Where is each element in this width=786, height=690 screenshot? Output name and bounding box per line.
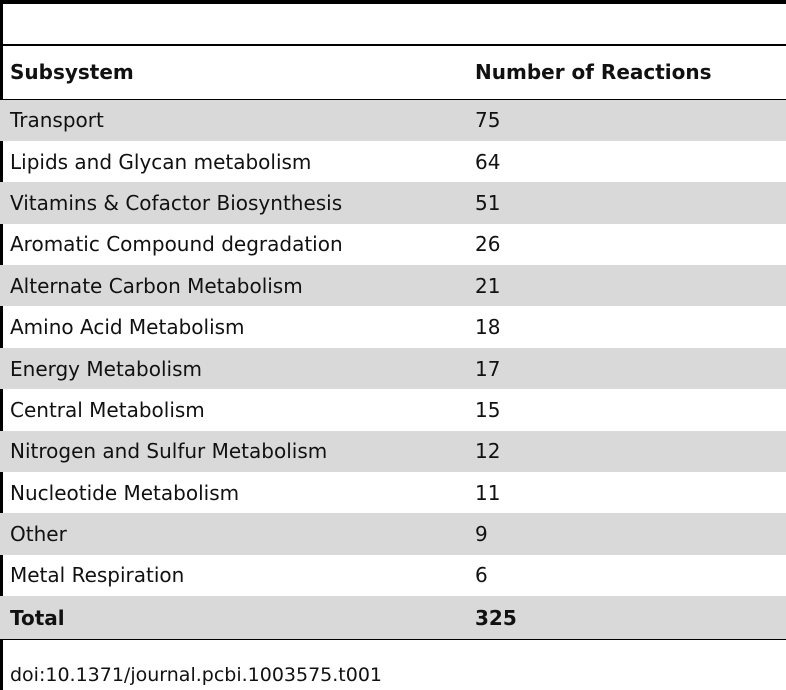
table-row: Alternate Carbon Metabolism 21 — [0, 265, 786, 307]
header-number-of-reactions: Number of Reactions — [475, 60, 712, 84]
table-body: Transport 75 Lipids and Glycan metabolism 6… — [0, 99, 786, 597]
row-subsystem: Vitamins & Cofactor Biosynthesis — [10, 190, 343, 215]
table-top-rule — [0, 44, 786, 46]
row-count: 21 — [475, 273, 501, 298]
table-row: Transport 75 — [0, 99, 786, 141]
table-row: Nucleotide Metabolism 11 — [0, 472, 786, 513]
row-subsystem: Aromatic Compound degradation — [10, 232, 343, 257]
table-row: Aromatic Compound degradation 26 — [0, 224, 786, 265]
row-subsystem: Nucleotide Metabolism — [10, 480, 240, 505]
row-subsystem: Energy Metabolism — [10, 356, 202, 381]
row-count: 17 — [475, 356, 501, 381]
row-subsystem: Central Metabolism — [10, 397, 205, 422]
table-row: Amino Acid Metabolism 18 — [0, 306, 786, 347]
table-total-row: Total 325 — [0, 596, 786, 641]
reactions-table: Subsystem Number of Reactions Transport 7… — [0, 44, 786, 641]
total-label: Total — [10, 605, 65, 630]
row-subsystem: Amino Acid Metabolism — [10, 315, 245, 340]
row-count: 26 — [475, 232, 501, 257]
header-subsystem: Subsystem — [10, 60, 134, 84]
row-count: 12 — [475, 439, 501, 464]
table-row: Lipids and Glycan metabolism 64 — [0, 141, 786, 182]
row-subsystem: Nitrogen and Sulfur Metabolism — [10, 439, 328, 464]
table-row: Vitamins & Cofactor Biosynthesis 51 — [0, 182, 786, 224]
row-subsystem: Other — [10, 522, 67, 547]
table-row: Central Metabolism 15 — [0, 389, 786, 430]
table-row: Nitrogen and Sulfur Metabolism 12 — [0, 430, 786, 473]
left-rule — [0, 0, 3, 690]
row-count: 9 — [475, 522, 488, 547]
table-row: Energy Metabolism 17 — [0, 347, 786, 390]
row-subsystem: Lipids and Glycan metabolism — [10, 149, 312, 174]
row-count: 18 — [475, 315, 501, 340]
total-count: 325 — [475, 605, 517, 630]
row-count: 75 — [475, 108, 501, 133]
row-count: 6 — [475, 563, 488, 588]
table-row: Other 9 — [0, 513, 786, 555]
row-count: 51 — [475, 190, 501, 215]
table-header-row: Subsystem Number of Reactions — [0, 46, 786, 100]
row-subsystem: Alternate Carbon Metabolism — [10, 273, 303, 298]
row-subsystem: Transport — [10, 108, 104, 133]
table-row: Metal Respiration 6 — [0, 555, 786, 596]
row-subsystem: Metal Respiration — [10, 563, 185, 588]
doi-caption: doi:10.1371/journal.pcbi.1003575.t001 — [10, 664, 383, 686]
row-count: 11 — [475, 480, 501, 505]
top-rule — [0, 0, 786, 4]
row-count: 15 — [475, 397, 501, 422]
row-count: 64 — [475, 149, 501, 174]
